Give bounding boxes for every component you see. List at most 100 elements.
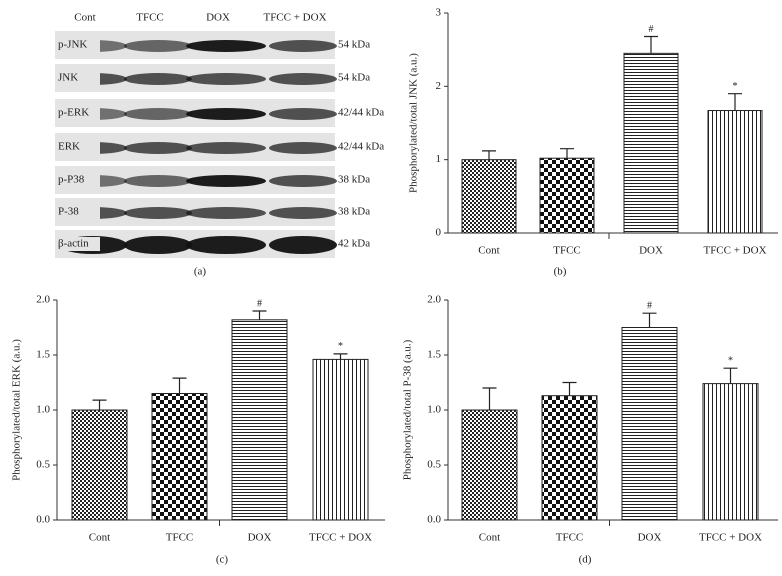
label-bg [56, 106, 100, 120]
label-bg [56, 205, 100, 219]
panel-caption: (a) [194, 266, 207, 278]
significance-marker: * [728, 355, 733, 366]
blot-band [124, 142, 192, 154]
size-label: 54 kDa [338, 72, 370, 84]
error-bar [728, 93, 742, 111]
y-tick-label: 1.5 [36, 349, 50, 361]
bar [541, 395, 598, 521]
protein-label: P-38 [58, 206, 79, 218]
error-bar [562, 381, 577, 396]
y-tick-label: 0.0 [36, 514, 50, 526]
error-bar [723, 367, 738, 384]
panel-caption: (d) [579, 554, 592, 566]
size-label: 38 kDa [338, 206, 370, 218]
error-bar [482, 150, 496, 160]
protein-label: p-P38 [58, 174, 85, 186]
size-label: 38 kDa [338, 174, 370, 186]
significance-marker: # [257, 298, 262, 309]
size-label: 42/44 kDa [338, 141, 384, 153]
bar [461, 409, 518, 521]
bar [707, 110, 763, 234]
blot-band [186, 236, 266, 254]
x-tick-label: TFCC [556, 532, 584, 544]
blot-band [269, 175, 337, 187]
blot-band [269, 207, 337, 219]
x-tick-label: TFCC + DOX [699, 532, 762, 544]
blot-band [124, 207, 192, 219]
blot-band [186, 108, 266, 120]
error-bar [172, 377, 187, 394]
blot-band [186, 40, 266, 52]
y-tick-label: 2.0 [36, 294, 50, 306]
y-axis-label: Phosphorylated/total ERK (a.u.) [11, 339, 23, 481]
blot-band [124, 40, 192, 52]
y-tick-label: 1 [436, 153, 442, 165]
blot-band [186, 73, 266, 85]
significance-marker: # [649, 24, 654, 35]
protein-label: ERK [58, 141, 80, 153]
blot-band [124, 108, 192, 120]
bar [231, 319, 288, 521]
y-axis-label: Phosphorylated/total P-38 (a.u.) [402, 339, 414, 480]
blot-band [186, 207, 266, 219]
bar [71, 409, 128, 521]
blot-band [269, 40, 337, 52]
x-tick-label: TFCC + DOX [309, 532, 372, 544]
error-bar [642, 312, 657, 328]
label-bg [56, 173, 100, 187]
bar [621, 327, 678, 521]
blot-band [124, 73, 192, 85]
size-label: 42/44 kDa [338, 107, 384, 119]
blot-band [269, 236, 337, 254]
panel-caption: (b) [554, 266, 567, 278]
y-tick-label: 2.0 [427, 294, 441, 306]
y-tick-label: 3 [436, 7, 442, 19]
x-tick-label: DOX [639, 245, 663, 257]
label-bg [56, 71, 100, 85]
x-tick-label: TFCC [166, 532, 194, 544]
y-tick-label: 0.0 [427, 514, 441, 526]
y-tick-label: 1.5 [427, 349, 441, 361]
error-bar [333, 353, 348, 360]
significance-marker: * [733, 81, 738, 92]
protein-label: p-JNK [58, 39, 87, 51]
error-bar [644, 35, 658, 54]
lane-label: TFCC [136, 12, 164, 24]
x-tick-label: Cont [478, 245, 499, 257]
blot-panel: Cont TFCC DOX TFCC + DOX p-JNK 54 kDa JNK 54 kD… [55, 12, 384, 278]
blot-band [269, 142, 337, 154]
significance-marker: * [338, 341, 343, 352]
blot-band [186, 142, 266, 154]
bar [539, 157, 595, 234]
x-tick-label: DOX [638, 532, 662, 544]
protein-label: JNK [58, 72, 78, 84]
lane-label: DOX [206, 12, 230, 24]
lane-label: Cont [74, 12, 95, 24]
size-label: 54 kDa [338, 39, 370, 51]
y-axis-label: Phosphorylated/total JNK (a.u.) [408, 53, 420, 193]
x-tick-label: Cont [89, 532, 110, 544]
protein-label: β-actin [58, 238, 89, 250]
blot-band [124, 175, 192, 187]
error-bar [482, 387, 497, 410]
blot-band [269, 73, 337, 85]
x-tick-label: TFCC [553, 245, 581, 257]
y-tick-label: 0.5 [36, 459, 50, 471]
label-bg [56, 237, 100, 251]
y-tick-label: 0.5 [427, 459, 441, 471]
significance-marker: # [647, 300, 652, 311]
bar [151, 393, 208, 521]
panel-caption: (c) [216, 554, 229, 566]
size-label: 42 kDa [338, 238, 370, 250]
bar [461, 159, 517, 234]
error-bar [252, 310, 267, 320]
lane-label: TFCC + DOX [263, 12, 326, 24]
error-bar [560, 148, 574, 159]
x-tick-label: TFCC + DOX [703, 245, 766, 257]
error-bar [92, 399, 107, 410]
blot-band [124, 236, 192, 254]
x-tick-label: Cont [479, 532, 500, 544]
y-tick-label: 0 [436, 227, 442, 239]
bar [312, 358, 369, 521]
